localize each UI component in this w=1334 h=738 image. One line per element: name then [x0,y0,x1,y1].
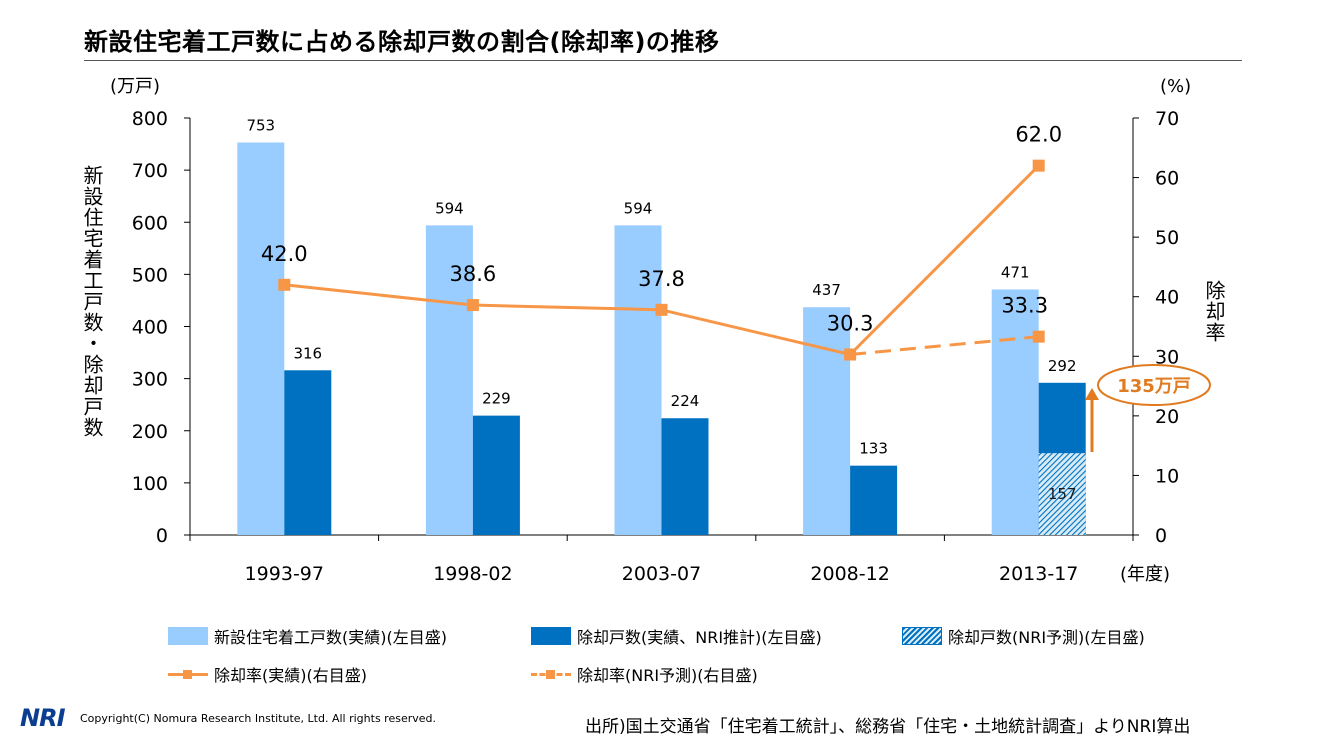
title-divider [84,60,1242,61]
annotation-ellipse [1097,364,1211,406]
bar-housing-starts [237,142,285,535]
right-axis-tick-label: 50 [1155,227,1179,249]
annotation-text: 135万戸 [1117,376,1191,397]
data-label-demolition-rate: 38.6 [450,262,497,286]
marker-demolition-rate [1032,159,1045,172]
bar-demolitions-forecast [1038,453,1086,535]
marker-demolition-rate [278,278,291,291]
data-label-demolition-rate: 62.0 [1015,123,1062,147]
right-axis-label: 除却率 [1202,280,1226,343]
left-axis-tick-label: 100 [132,473,168,495]
source-note: 出所)国土交通省「住宅着工統計」、総務省「住宅・土地統計調査」よりNRI算出 [585,717,1191,737]
left-axis-tick-label: 0 [156,525,168,547]
copyright-text: Copyright(C) Nomura Research Institute, … [80,712,436,725]
bar-housing-starts [991,289,1039,535]
data-label-demolition-rate: 30.3 [827,311,874,335]
data-label-demolition-rate-forecast: 33.3 [1001,294,1048,318]
data-label-housing-starts: 594 [624,199,653,217]
legend-swatch-rate [168,665,208,683]
right-axis-tick-label: 0 [1155,525,1167,547]
left-axis-tick-label: 700 [132,160,168,182]
forecast-annotation: 135万戸 [1085,364,1211,452]
marker-demolition-rate [655,303,668,316]
data-label-demolitions: 229 [482,390,511,408]
data-label-demolition-rate: 42.0 [261,242,308,266]
right-axis-tick-label: 30 [1155,346,1179,368]
x-axis-tick-label: 2013-17 [999,563,1078,585]
legend-item-starts: 新設住宅着工戸数(実績)(左目盛) [168,624,447,648]
left-axis-unit: (万戸) [110,76,160,97]
left-axis-tick-label: 300 [132,369,168,391]
legend-label-demolitions-forecast: 除却戸数(NRI予測)(左目盛) [948,628,1145,647]
data-label-demolitions: 224 [671,392,700,410]
bar-housing-starts [425,225,473,535]
x-axis-tick-label: 2008-12 [810,563,889,585]
chart-title: 新設住宅着工戸数に占める除却戸数の割合(除却率)の推移 [84,28,720,56]
right-axis-tick-label: 20 [1155,406,1179,428]
data-label-housing-starts: 753 [246,116,275,134]
data-label-demolition-rate: 37.8 [638,267,685,291]
x-axis-unit: (年度) [1120,564,1170,585]
legend-swatch-rate-forecast [531,665,571,683]
left-axis-tick-label: 400 [132,317,168,339]
legend-swatch-starts [168,627,208,645]
data-label-demolitions: 133 [859,440,888,458]
data-label-demolitions: 316 [293,344,322,362]
right-axis-tick-label: 40 [1155,287,1179,309]
line-demolition-rate-forecast [849,335,1039,356]
right-axis-tick-label: 60 [1155,168,1179,190]
legend-item-demolitions-forecast: 除却戸数(NRI予測)(左目盛) [902,624,1145,648]
legend-label-rate: 除却率(実績)(右目盛) [214,666,367,685]
left-axis-tick-label: 600 [132,212,168,234]
data-label-housing-starts: 471 [1001,263,1030,281]
left-axis-tick-label: 800 [132,108,168,130]
chart-svg: 0 100 200 300 400 500 600 700 800 0 10 20 30 40 50 60 70… [80,76,1226,585]
bar-demolitions [661,418,709,535]
legend-swatch-demolitions-forecast [902,627,942,645]
right-axis-unit: (%) [1160,76,1191,97]
right-axis-tick-label: 10 [1155,465,1179,487]
left-axis-tick-label: 500 [132,264,168,286]
nri-logo: NRI [20,704,65,732]
left-axis-label: 新設住宅着工戸数・除却戸数 [80,165,104,438]
bar-demolitions [472,415,520,535]
left-axis-tick-label: 200 [132,421,168,443]
bar-housing-starts [803,307,851,535]
legend-label-rate-forecast: 除却率(NRI予測)(右目盛) [577,666,758,685]
marker-demolition-rate-forecast [1032,330,1045,343]
bar-housing-starts [614,225,662,535]
right-axis-tick-label: 70 [1155,108,1179,130]
x-axis-tick-label: 1993-97 [245,563,324,585]
legend-item-rate: 除却率(実績)(右目盛) [168,662,367,686]
annotation-arrow-head [1085,388,1099,400]
marker-demolition-rate [466,299,479,312]
x-axis-tick-label: 1998-02 [433,563,512,585]
data-label-housing-starts: 437 [812,281,841,299]
data-label-housing-starts: 594 [435,199,464,217]
bar-demolitions [850,465,898,535]
legend-label-demolitions: 除却戸数(実績、NRI推計)(左目盛) [577,628,822,647]
data-label-demolitions-forecast: 157 [1048,485,1077,503]
legend-item-rate-forecast: 除却率(NRI予測)(右目盛) [531,662,758,686]
legend-swatch-demolitions [531,627,571,645]
data-label-demolitions: 292 [1048,357,1077,375]
legend-label-starts: 新設住宅着工戸数(実績)(左目盛) [214,628,447,647]
legend-item-demolitions: 除却戸数(実績、NRI推計)(左目盛) [531,624,822,648]
x-axis-tick-label: 2003-07 [622,563,701,585]
bar-demolitions [284,370,332,535]
